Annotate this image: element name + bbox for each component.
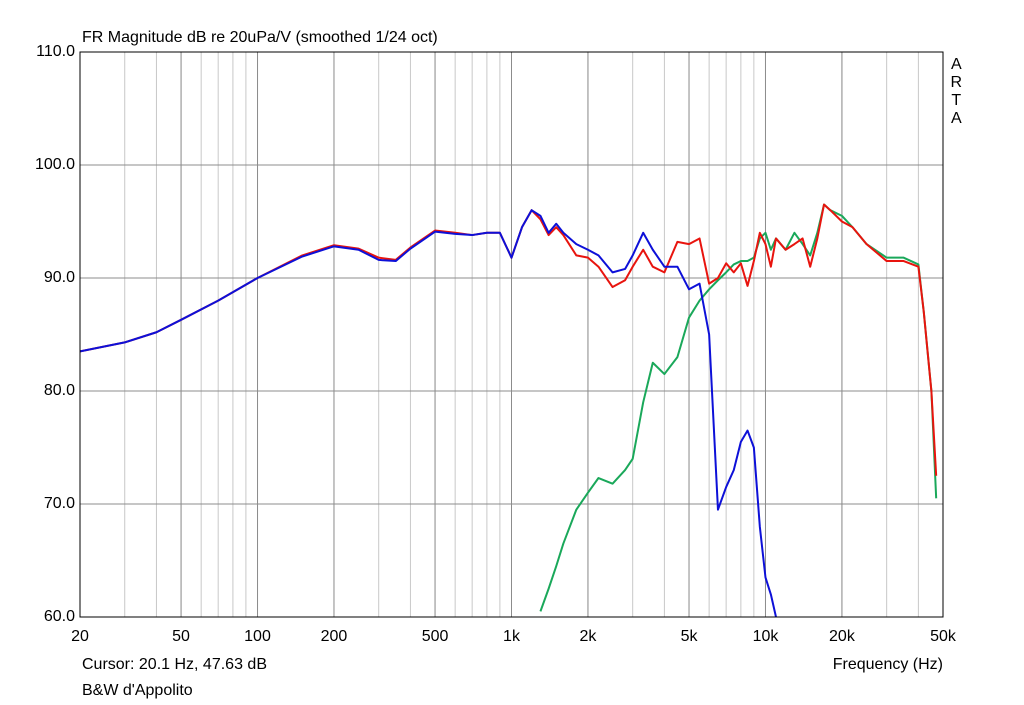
x-tick-label: 5k (681, 628, 699, 645)
x-tick-label: 200 (321, 628, 348, 645)
x-tick-label: 1k (503, 628, 521, 645)
cursor-readout: Cursor: 20.1 Hz, 47.63 dB (82, 656, 267, 673)
chart-title: FR Magnitude dB re 20uPa/V (smoothed 1/2… (82, 29, 438, 46)
watermark: ARTA (948, 56, 965, 128)
x-axis-label: Frequency (Hz) (833, 656, 943, 673)
x-tick-label: 50 (172, 628, 190, 645)
caption: B&W d'Appolito (82, 682, 193, 699)
x-tick-label: 50k (930, 628, 957, 645)
x-tick-label: 500 (422, 628, 449, 645)
y-tick-label: 90.0 (44, 269, 75, 286)
y-tick-label: 100.0 (35, 156, 75, 173)
response-line (80, 209, 777, 617)
y-tick-label: 70.0 (44, 495, 75, 512)
y-tick-label: 60.0 (44, 608, 75, 625)
response-line (80, 203, 938, 476)
x-tick-label: 20k (829, 628, 856, 645)
y-tick-label: 80.0 (44, 382, 75, 399)
x-tick-label: 10k (753, 628, 780, 645)
y-tick-label: 110.0 (36, 43, 75, 60)
plot-frame (79, 51, 944, 618)
x-tick-label: 2k (580, 628, 598, 645)
grid (79, 51, 944, 618)
plot-area (80, 203, 938, 617)
x-tick-label: 20 (71, 628, 89, 645)
x-tick-label: 100 (244, 628, 271, 645)
